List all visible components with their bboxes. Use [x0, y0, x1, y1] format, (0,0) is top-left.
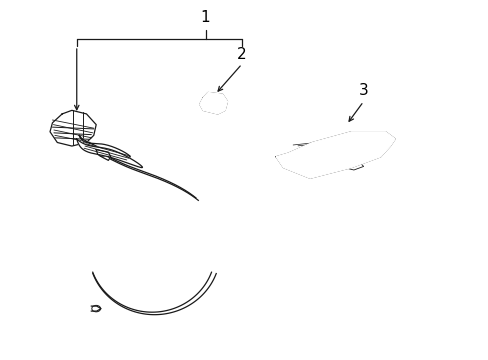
Polygon shape: [276, 132, 394, 178]
Text: 1: 1: [201, 10, 210, 24]
Polygon shape: [200, 93, 227, 114]
Polygon shape: [79, 135, 130, 157]
Text: 2: 2: [237, 47, 246, 62]
Polygon shape: [77, 139, 142, 168]
Text: 3: 3: [358, 83, 368, 98]
